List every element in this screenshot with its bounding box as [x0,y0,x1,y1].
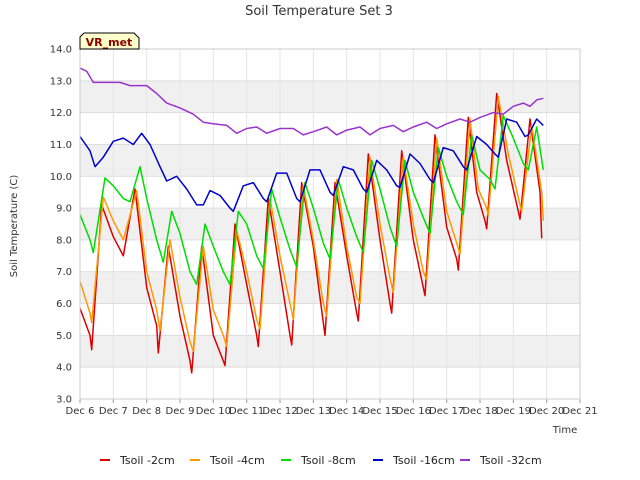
x-tick-label: Dec 16 [396,406,431,417]
legend-label: Tsoil -2cm [119,454,175,467]
legend-label: Tsoil -8cm [300,454,356,467]
legend-label: Tsoil -4cm [209,454,265,467]
y-tick-label: 9.0 [56,204,72,215]
legend-label: Tsoil -32cm [479,454,542,467]
x-tick-label: Dec 14 [329,406,364,417]
y-tick-label: 14.0 [50,45,72,56]
badge-label: VR_met [86,36,133,49]
x-tick-label: Dec 12 [262,406,297,417]
x-tick-label: Dec 6 [66,406,95,417]
y-tick-label: 12.0 [50,108,72,119]
grid-band [80,80,580,113]
axes [79,48,581,403]
y-tick-label: 11.0 [50,140,72,151]
y-tick-label: 6.0 [56,299,72,310]
legend-label: Tsoil -16cm [392,454,455,467]
x-axis-label: Time [552,425,577,436]
series-line-tsoil-4cm [79,95,545,353]
y-tick-labels: 3.0 4.0 5.0 6.0 7.0 8.0 9.0 10.0 11.0 12.0 13.0 14.… [50,45,72,406]
y-tick-label: 4.0 [56,363,72,374]
legend: Tsoil -2cm Tsoil -4cm Tsoil -8cm Tsoil -16c… [100,454,542,467]
x-tick-label: Dec 21 [562,406,597,417]
series-line-tsoil-32cm [79,67,544,136]
y-tick-label: 10.0 [50,172,72,183]
x-tick-label: Dec 18 [462,406,497,417]
x-tick-label: Dec 15 [362,406,397,417]
y-axis-label: Soil Temperature (C) [9,175,20,278]
x-tick-label: Dec 19 [496,406,531,417]
y-tick-label: 13.0 [50,76,72,87]
x-tick-label: Dec 17 [429,406,464,417]
x-tick-label: Dec 13 [296,406,331,417]
x-tick-label: Dec 20 [529,406,564,417]
x-tick-label: Dec 8 [132,406,161,417]
x-tick-label: Dec 9 [166,406,195,417]
series-lines [79,67,545,374]
y-tick-label: 5.0 [56,331,72,342]
x-tick-label: Dec 10 [196,406,231,417]
y-tick-label: 3.0 [56,395,72,406]
x-tick-label: Dec 11 [229,406,264,417]
x-tick-label: Dec 7 [99,406,128,417]
y-tick-label: 8.0 [56,235,72,246]
chart-title: Soil Temperature Set 3 [245,4,393,19]
y-tick-label: 7.0 [56,267,72,278]
badge-box [79,32,140,50]
grid-band [80,335,580,368]
grid-band [80,208,580,240]
station-badge: VR_met [79,32,140,50]
series-line-tsoil-16cm [79,118,544,213]
grid-bands [80,49,580,399]
plot-border [79,48,581,400]
